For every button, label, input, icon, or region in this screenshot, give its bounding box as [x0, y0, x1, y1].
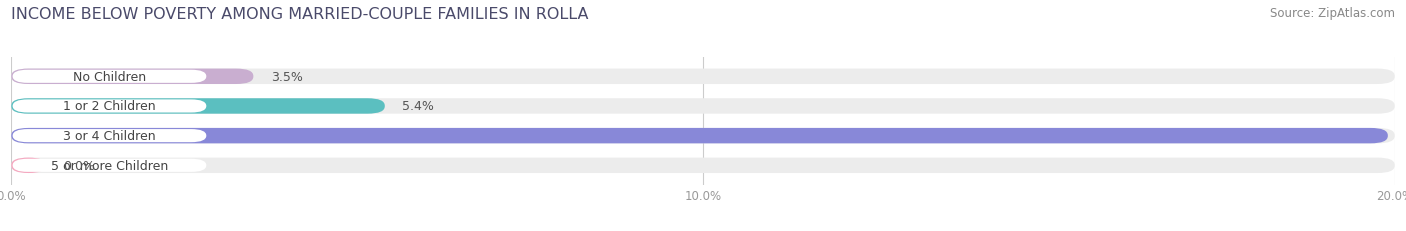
FancyBboxPatch shape [11, 99, 385, 114]
Text: Source: ZipAtlas.com: Source: ZipAtlas.com [1270, 7, 1395, 20]
FancyBboxPatch shape [13, 130, 207, 143]
FancyBboxPatch shape [13, 159, 207, 172]
FancyBboxPatch shape [11, 99, 1395, 114]
Text: 5 or more Children: 5 or more Children [51, 159, 169, 172]
Text: 3.5%: 3.5% [271, 70, 302, 83]
Text: 5.4%: 5.4% [402, 100, 434, 113]
FancyBboxPatch shape [11, 69, 253, 85]
FancyBboxPatch shape [11, 158, 1395, 173]
Text: INCOME BELOW POVERTY AMONG MARRIED-COUPLE FAMILIES IN ROLLA: INCOME BELOW POVERTY AMONG MARRIED-COUPL… [11, 7, 589, 22]
FancyBboxPatch shape [13, 100, 207, 113]
Text: 1 or 2 Children: 1 or 2 Children [63, 100, 156, 113]
FancyBboxPatch shape [11, 128, 1395, 144]
FancyBboxPatch shape [11, 158, 46, 173]
FancyBboxPatch shape [13, 70, 207, 83]
Text: 0.0%: 0.0% [63, 159, 96, 172]
FancyBboxPatch shape [11, 128, 1388, 144]
Text: No Children: No Children [73, 70, 146, 83]
FancyBboxPatch shape [11, 69, 1395, 85]
Text: 3 or 4 Children: 3 or 4 Children [63, 130, 156, 143]
